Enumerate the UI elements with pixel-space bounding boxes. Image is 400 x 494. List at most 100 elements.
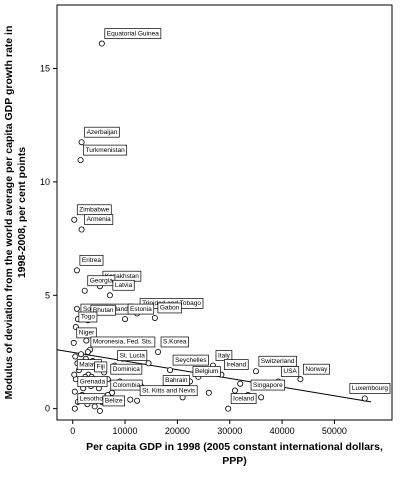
label-box: [110, 379, 143, 391]
label-text: Kazakhstan: [105, 273, 139, 280]
x-axis-title: Per capita GDP in 1998 (2005 constant in…: [86, 441, 383, 453]
point: [78, 226, 85, 233]
label-text: S.Korea: [163, 339, 187, 346]
point-label: Zimbabwe: [76, 204, 112, 216]
label-text: Moronesia, Fed. Sts.: [93, 339, 153, 346]
label-text: Armenia: [87, 216, 112, 223]
label-text: Equatorial Guinea: [107, 30, 159, 37]
point-label: Colombia: [110, 379, 143, 391]
label-box: [224, 359, 249, 370]
label-text: St. Lucia: [120, 352, 146, 359]
point: [155, 348, 162, 355]
label-text: Estonia: [130, 306, 152, 313]
label-box: [172, 354, 209, 366]
label-text: Seychelles: [175, 357, 207, 364]
point-label: Norway: [303, 363, 330, 375]
label-box: [110, 363, 143, 375]
label-box: [102, 395, 125, 407]
label-text: Lesotho: [80, 395, 104, 402]
point-label: Fiji: [94, 361, 108, 373]
point: [84, 348, 91, 355]
point: [71, 371, 78, 378]
point: [167, 367, 174, 374]
label-box: [139, 385, 198, 397]
point: [225, 405, 232, 412]
point: [98, 40, 105, 47]
label-text: Fiji: [97, 364, 105, 371]
point: [83, 337, 90, 344]
y-tick-label: 0: [45, 404, 50, 414]
label-text: Grenada: [80, 378, 106, 385]
label-text: St. Kitts and Nevis: [142, 387, 196, 394]
x-tick-label: 50000: [322, 426, 347, 436]
label-text: Gabon: [160, 305, 180, 312]
label-text: USA: [283, 368, 297, 375]
x-tick-label: 0: [70, 426, 75, 436]
label-box: [192, 366, 221, 377]
label-text: Niger: [79, 330, 95, 337]
label-box: [215, 350, 233, 361]
point-label: Georgia: [87, 275, 116, 287]
point: [122, 316, 129, 323]
label-box: [83, 144, 128, 156]
point: [73, 267, 80, 274]
point-label: Ireland: [224, 359, 249, 370]
point-label: Lesotho: [77, 393, 106, 405]
point: [70, 339, 77, 346]
point-label: Bhutan: [90, 304, 116, 316]
point-label: Latvia: [112, 279, 135, 291]
point: [78, 139, 85, 146]
point-label: Moronesia, Fed. Sts.: [90, 336, 156, 348]
point-label: Niger: [76, 327, 97, 339]
label-text: Belize: [105, 398, 123, 405]
label-box: [84, 126, 120, 138]
point-label: Gabon: [157, 302, 182, 314]
point: [361, 395, 368, 402]
point: [81, 287, 88, 294]
label-box: [79, 254, 104, 266]
label-text: Singapore: [253, 382, 283, 389]
point-label: Seychelles: [172, 354, 209, 366]
point: [72, 353, 79, 360]
point-label: St. Lucia: [117, 350, 148, 361]
point-label: Italy: [215, 350, 233, 361]
point-label: Equatorial Guinea: [104, 28, 162, 39]
point-label: Eritrea: [79, 254, 104, 266]
point: [91, 403, 98, 410]
point: [127, 396, 134, 403]
point: [96, 407, 103, 414]
point-label: Estonia: [127, 303, 155, 315]
label-box: [77, 376, 108, 388]
point-label: Switzerland: [258, 355, 297, 367]
x-tick-label: 20000: [165, 426, 190, 436]
label-text: Azerbaijan: [87, 129, 118, 136]
point-label: Luxembourg: [349, 383, 391, 394]
label-text: Switzerland: [261, 358, 295, 365]
label-box: [281, 366, 300, 377]
label-box: [104, 28, 162, 39]
label-box: [112, 279, 135, 291]
point: [71, 216, 78, 223]
label-box: [78, 311, 98, 323]
label-text: Malawi: [79, 361, 99, 368]
point: [297, 376, 304, 383]
point: [205, 389, 212, 396]
point: [106, 292, 113, 299]
point-label: Turkmenistan: [83, 144, 128, 156]
label-box: [157, 302, 182, 314]
point-label: Dominica: [110, 363, 143, 375]
label-text: Bhutan: [93, 307, 114, 314]
label-text: Ireland: [226, 361, 246, 368]
label-box: [349, 383, 391, 394]
point: [73, 305, 80, 312]
point: [231, 387, 238, 394]
point-label: Azerbaijan: [84, 126, 120, 138]
label-text: Turkmenistan: [86, 147, 126, 154]
point-label: Belgium: [192, 366, 221, 377]
point-label: Belize: [102, 395, 125, 407]
label-text: Latvia: [115, 282, 133, 289]
label-box: [76, 327, 97, 339]
x-tick-label: 40000: [270, 426, 295, 436]
label-text: Dominica: [113, 366, 140, 373]
label-box: [84, 214, 114, 225]
